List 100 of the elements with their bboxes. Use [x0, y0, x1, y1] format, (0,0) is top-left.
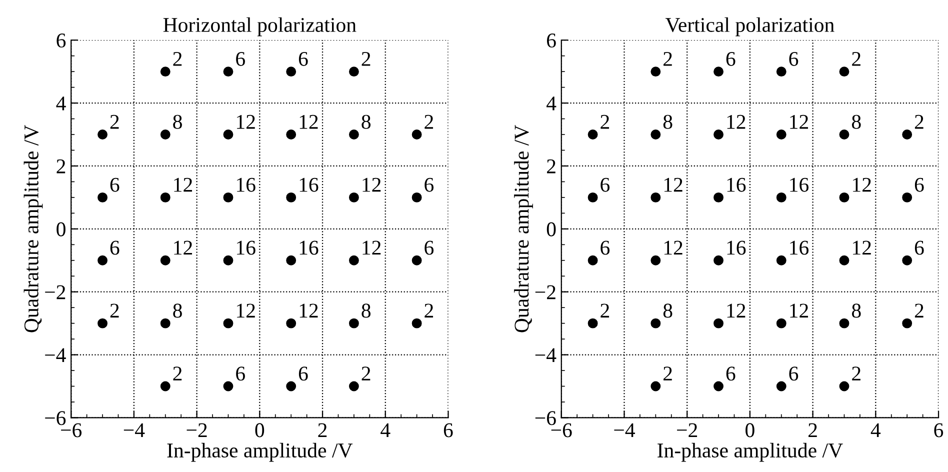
y-tick-label: 0 — [56, 222, 66, 236]
point — [776, 66, 786, 77]
point — [839, 381, 850, 392]
point — [714, 381, 724, 392]
annotation: 12 — [237, 114, 255, 129]
annotation: 8 — [173, 114, 182, 129]
point — [650, 66, 661, 77]
y-tick-label: −2 — [535, 285, 556, 300]
point — [839, 66, 850, 77]
annotation: 12 — [664, 178, 682, 192]
point — [650, 192, 661, 202]
point — [160, 381, 170, 392]
point — [223, 66, 234, 77]
annotation: 6 — [110, 178, 120, 192]
annotation: 12 — [237, 304, 255, 318]
annotation: 6 — [914, 178, 924, 192]
annotation: 8 — [852, 114, 861, 129]
point — [223, 255, 234, 266]
annotation: 6 — [236, 366, 245, 381]
annotation: 2 — [424, 304, 434, 318]
annotation: 6 — [236, 52, 245, 66]
x-tick-label: −4 — [124, 423, 145, 438]
y-tick-label: 6 — [56, 34, 66, 48]
point — [223, 381, 234, 392]
annotation: 12 — [362, 178, 381, 192]
y-tick-label: 4 — [546, 96, 556, 110]
point — [348, 381, 359, 392]
x-tick-label: 4 — [870, 423, 881, 438]
annotation: 2 — [424, 114, 434, 129]
x-tick-label: 6 — [444, 423, 453, 438]
y-tick-label: −2 — [45, 285, 66, 300]
point — [98, 255, 108, 266]
annotation: 2 — [914, 304, 924, 318]
annotation: 6 — [600, 240, 610, 255]
annotation: 6 — [789, 366, 798, 381]
point — [98, 192, 108, 202]
annotation: 16 — [790, 178, 809, 192]
annotation: 2 — [600, 114, 610, 129]
annotation: 12 — [300, 114, 318, 129]
point — [839, 318, 850, 328]
annotation: 6 — [600, 178, 610, 192]
point — [902, 130, 912, 140]
point — [223, 192, 234, 202]
point — [650, 130, 661, 140]
annotation: 6 — [726, 52, 736, 66]
point — [223, 130, 234, 140]
point — [412, 318, 422, 328]
point — [588, 255, 598, 266]
annotation: 2 — [664, 52, 672, 66]
annotation: 16 — [300, 178, 318, 192]
point — [160, 255, 170, 266]
point — [776, 318, 786, 328]
annotation: 2 — [914, 114, 924, 129]
y-axis-title: Quadrature amplitude /V — [24, 125, 43, 332]
y-tick-label: 2 — [56, 159, 66, 174]
annotation: 8 — [173, 304, 182, 318]
annotation: 16 — [727, 240, 746, 255]
point — [839, 255, 850, 266]
point — [588, 318, 598, 328]
point — [902, 318, 912, 328]
annotation: 6 — [914, 240, 924, 255]
annotation: 12 — [362, 240, 381, 255]
y-tick-label: 2 — [547, 159, 556, 174]
point — [286, 381, 296, 392]
point — [902, 255, 912, 266]
annotation: 6 — [298, 366, 308, 381]
annotation: 12 — [727, 114, 746, 129]
annotation: 8 — [362, 114, 371, 129]
annotation: 2 — [173, 366, 182, 380]
point — [98, 130, 108, 140]
annotation: 12 — [727, 304, 746, 318]
annotation: 12 — [664, 240, 682, 255]
y-tick-label: 6 — [547, 34, 556, 48]
point — [776, 130, 786, 140]
y-tick-label: 0 — [546, 222, 556, 236]
point — [714, 192, 724, 202]
point — [650, 255, 661, 266]
annotation: 6 — [789, 52, 798, 66]
annotation: 12 — [174, 240, 192, 255]
annotation: 2 — [664, 366, 672, 380]
point — [223, 318, 234, 328]
annotation: 6 — [298, 52, 308, 66]
point — [348, 255, 359, 266]
point — [776, 255, 786, 266]
x-tick-label: 0 — [746, 423, 754, 438]
annotation: 12 — [790, 304, 808, 318]
point — [348, 192, 359, 202]
point — [776, 192, 786, 202]
point — [839, 130, 850, 140]
y-tick-label: −6 — [45, 411, 66, 426]
annotation: 2 — [600, 304, 610, 318]
x-tick-label: −2 — [186, 423, 207, 438]
annotation: 2 — [362, 366, 370, 380]
annotation: 16 — [790, 240, 809, 255]
point — [714, 130, 724, 140]
point — [98, 318, 108, 328]
point — [160, 192, 170, 202]
chart-title: Vertical polarization — [665, 17, 834, 36]
x-tick-label: 2 — [318, 423, 327, 438]
point — [412, 192, 422, 202]
